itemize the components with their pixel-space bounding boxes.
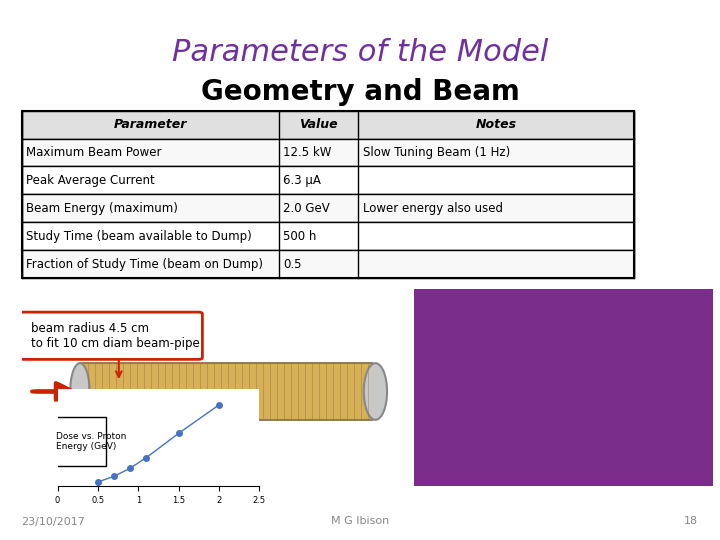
Text: M G Ibison: M G Ibison bbox=[331, 516, 389, 526]
Text: Study Time (beam available to Dump): Study Time (beam available to Dump) bbox=[26, 230, 252, 243]
Text: Dose vs. Proton
Energy (GeV): Dose vs. Proton Energy (GeV) bbox=[56, 432, 127, 451]
Ellipse shape bbox=[364, 363, 387, 420]
FancyBboxPatch shape bbox=[19, 312, 202, 360]
Text: Parameters of the Model: Parameters of the Model bbox=[172, 38, 548, 67]
Text: 18: 18 bbox=[684, 516, 698, 526]
Text: 12.5 kW: 12.5 kW bbox=[283, 146, 331, 159]
Text: Parameter: Parameter bbox=[114, 118, 186, 131]
Text: Beam Energy (maximum): Beam Energy (maximum) bbox=[26, 202, 178, 215]
Text: Value: Value bbox=[299, 118, 338, 131]
Text: Peak Average Current: Peak Average Current bbox=[26, 174, 155, 187]
Text: Geometry and Beam: Geometry and Beam bbox=[201, 78, 519, 106]
Text: Maximum Beam Power: Maximum Beam Power bbox=[26, 146, 161, 159]
FancyBboxPatch shape bbox=[80, 363, 372, 420]
Text: 23/10/2017: 23/10/2017 bbox=[22, 516, 86, 526]
Text: Fraction of Study Time (beam on Dump): Fraction of Study Time (beam on Dump) bbox=[26, 258, 263, 271]
Ellipse shape bbox=[70, 363, 89, 420]
Ellipse shape bbox=[677, 364, 689, 411]
FancyBboxPatch shape bbox=[444, 364, 683, 411]
FancyBboxPatch shape bbox=[414, 372, 459, 403]
FancyBboxPatch shape bbox=[534, 289, 593, 364]
FancyBboxPatch shape bbox=[50, 417, 106, 465]
Ellipse shape bbox=[534, 283, 593, 295]
Text: 0.5: 0.5 bbox=[283, 258, 302, 271]
Text: Slow Tuning Beam (1 Hz): Slow Tuning Beam (1 Hz) bbox=[362, 146, 510, 159]
Text: Lower energy also used: Lower energy also used bbox=[362, 202, 503, 215]
Text: 500 h: 500 h bbox=[283, 230, 316, 243]
Ellipse shape bbox=[534, 480, 593, 492]
Text: 6.3 μA: 6.3 μA bbox=[283, 174, 321, 187]
Ellipse shape bbox=[407, 372, 421, 403]
Text: 2.0 GeV: 2.0 GeV bbox=[283, 202, 330, 215]
FancyBboxPatch shape bbox=[534, 411, 593, 486]
Text: Notes: Notes bbox=[475, 118, 516, 131]
Text: beam radius 4.5 cm
to fit 10 cm diam beam-pipe: beam radius 4.5 cm to fit 10 cm diam bea… bbox=[32, 322, 200, 350]
